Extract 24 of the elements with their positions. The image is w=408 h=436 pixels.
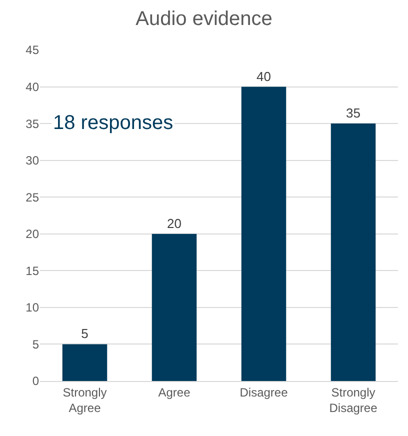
y-tick-label: 40 <box>26 80 40 94</box>
y-tick-label: 0 <box>32 374 40 388</box>
y-tick-label: 15 <box>26 264 40 278</box>
y-tick-label: 45 <box>26 43 40 58</box>
annotation: 18 responses <box>53 112 174 134</box>
x-tick-label: Strongly Disagree <box>329 385 378 415</box>
x-tick-label: Strongly Agree <box>62 385 107 415</box>
y-tick-label: 35 <box>26 116 40 131</box>
y-tick-label: 20 <box>26 227 40 242</box>
chart-title: Audio evidence <box>136 8 272 30</box>
bar <box>62 344 108 381</box>
data-label: 20 <box>167 216 182 231</box>
x-tick-label: Agree <box>158 385 191 400</box>
x-tick-label: Disagree <box>240 385 288 400</box>
y-tick-label: 5 <box>32 337 40 352</box>
data-label: 35 <box>346 106 360 121</box>
data-label: 5 <box>81 326 88 342</box>
y-tick-label: 30 <box>26 154 40 168</box>
bar <box>241 86 286 381</box>
data-label: 40 <box>256 68 271 84</box>
bar <box>152 234 197 381</box>
y-tick-label: 10 <box>26 300 40 315</box>
bar <box>330 124 376 381</box>
y-tick-label: 25 <box>26 190 40 204</box>
